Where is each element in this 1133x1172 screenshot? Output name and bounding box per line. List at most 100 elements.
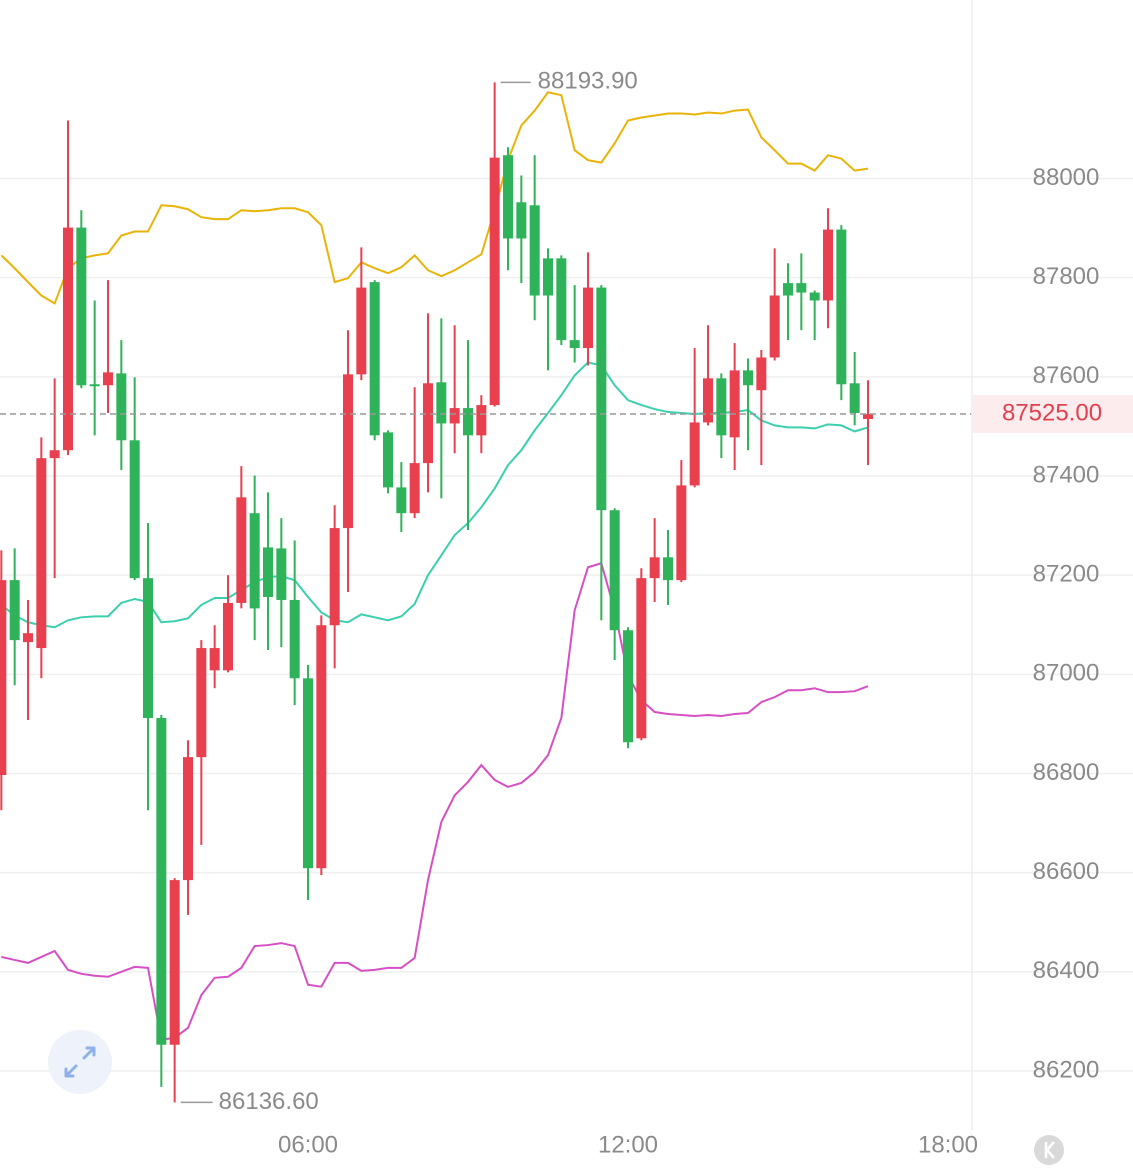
candle bbox=[223, 575, 233, 673]
scroll-icon[interactable] bbox=[1044, 1141, 1055, 1159]
expand-button[interactable] bbox=[48, 1030, 112, 1094]
candle bbox=[743, 358, 753, 451]
candle-body bbox=[769, 295, 780, 358]
candle-body bbox=[756, 357, 767, 391]
candle-body bbox=[556, 258, 567, 341]
candle-body bbox=[849, 383, 860, 414]
candle-body bbox=[743, 370, 753, 386]
candle-body bbox=[383, 432, 393, 488]
candle bbox=[729, 343, 740, 471]
candle-body bbox=[463, 408, 473, 436]
high-label: 88193.90 bbox=[538, 68, 638, 95]
candle bbox=[369, 280, 380, 441]
candle-body bbox=[663, 557, 673, 581]
candle bbox=[783, 263, 793, 341]
candle bbox=[9, 548, 20, 686]
candle-body bbox=[609, 510, 620, 631]
candle-body bbox=[689, 422, 700, 486]
candle-body bbox=[143, 578, 153, 718]
scroll-button[interactable] bbox=[1034, 1135, 1064, 1165]
candle bbox=[116, 340, 127, 471]
candle bbox=[356, 247, 367, 381]
candle bbox=[489, 82, 500, 407]
expand-button-bg[interactable] bbox=[48, 1030, 112, 1094]
candle bbox=[796, 253, 807, 331]
candle-body bbox=[249, 513, 260, 609]
candle bbox=[596, 285, 607, 621]
candle-body bbox=[63, 227, 73, 451]
scroll-button-bg[interactable] bbox=[1034, 1135, 1064, 1165]
plot: 86200 86400 86600 86800 87000 87200 87400 87600… bbox=[0, 68, 1133, 1158]
candle bbox=[756, 350, 767, 466]
candle bbox=[196, 640, 207, 845]
candle-body bbox=[636, 578, 647, 739]
candle-body bbox=[76, 227, 87, 386]
candle bbox=[476, 395, 487, 454]
candle bbox=[209, 625, 220, 689]
candle bbox=[583, 252, 593, 366]
candle bbox=[449, 325, 460, 454]
candle-body bbox=[583, 287, 593, 349]
candle bbox=[289, 540, 300, 706]
candle-body bbox=[503, 155, 513, 239]
candle bbox=[676, 460, 687, 583]
x-tick-label: 12:00 bbox=[598, 1131, 658, 1158]
candle bbox=[716, 373, 727, 459]
candle bbox=[156, 714, 167, 1087]
candle bbox=[89, 300, 100, 436]
y-tick-label: 87000 bbox=[1033, 660, 1100, 687]
candle-body bbox=[863, 414, 873, 419]
candle-body bbox=[89, 384, 100, 387]
expand-icon[interactable] bbox=[64, 1046, 96, 1078]
candle bbox=[863, 380, 873, 466]
candle-body bbox=[183, 757, 193, 881]
candle bbox=[303, 664, 313, 900]
y-tick-label: 86800 bbox=[1033, 759, 1100, 786]
candle bbox=[849, 352, 860, 426]
candle bbox=[636, 568, 647, 741]
y-tick-label: 86400 bbox=[1033, 957, 1100, 984]
candle bbox=[103, 280, 113, 414]
candle-body bbox=[303, 678, 313, 869]
candle-body bbox=[369, 282, 380, 436]
candle bbox=[623, 627, 633, 749]
candle-body bbox=[543, 258, 553, 296]
candle bbox=[529, 155, 540, 321]
candle-body bbox=[263, 547, 273, 597]
candle bbox=[649, 518, 660, 602]
candle bbox=[689, 348, 700, 488]
candle-body bbox=[276, 548, 287, 600]
candle-body bbox=[623, 630, 633, 743]
candle-body bbox=[289, 599, 300, 679]
candle bbox=[436, 318, 447, 499]
candle bbox=[383, 430, 393, 494]
y-tick-label: 88000 bbox=[1033, 164, 1100, 191]
candle bbox=[76, 210, 87, 389]
candle bbox=[569, 285, 580, 363]
candle bbox=[249, 475, 260, 641]
candle bbox=[609, 508, 620, 660]
candle-body bbox=[529, 205, 540, 296]
candle-body bbox=[489, 157, 500, 406]
candle bbox=[556, 255, 567, 346]
candle-body bbox=[396, 487, 407, 514]
candle bbox=[543, 248, 553, 371]
candle bbox=[423, 313, 433, 493]
x-tick-label: 18:00 bbox=[918, 1131, 978, 1158]
candle-body bbox=[703, 378, 713, 423]
candle-body bbox=[329, 528, 340, 626]
y-tick-label: 87200 bbox=[1033, 561, 1100, 588]
candle bbox=[236, 466, 247, 609]
candle bbox=[169, 878, 180, 1103]
candle bbox=[663, 530, 673, 605]
candle bbox=[263, 492, 273, 651]
last-price-box bbox=[973, 395, 1133, 434]
y-tick-label: 87400 bbox=[1033, 461, 1100, 488]
y-tick-label: 87600 bbox=[1033, 362, 1100, 389]
candle bbox=[503, 147, 513, 271]
candle-body bbox=[49, 450, 60, 459]
candle-body bbox=[36, 458, 47, 649]
candle-body bbox=[196, 648, 207, 758]
